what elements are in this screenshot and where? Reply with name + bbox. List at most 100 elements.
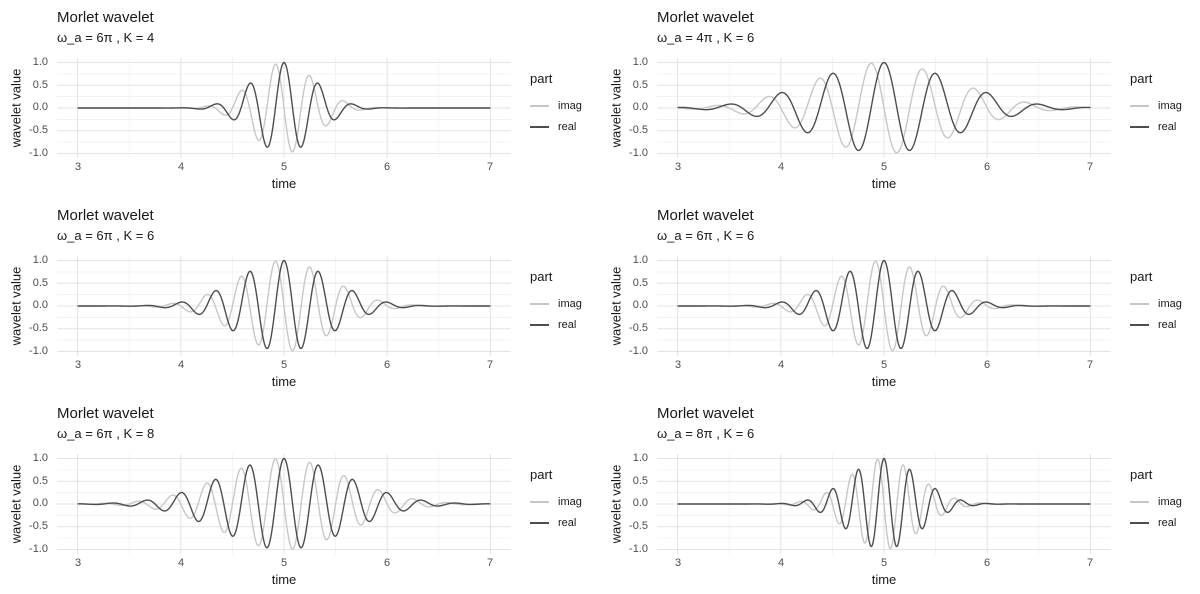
real-curve bbox=[77, 457, 491, 549]
legend-item-imag: imag bbox=[1130, 95, 1198, 116]
y-tick-label: 0.0 bbox=[32, 299, 48, 311]
y-tick-label: 1.0 bbox=[32, 56, 48, 68]
y-tick-label: 0.0 bbox=[632, 299, 648, 311]
legend-imag-line-swatch bbox=[1130, 104, 1149, 107]
real-curve bbox=[677, 61, 1091, 152]
legend: part imag real bbox=[530, 71, 598, 137]
y-tick-label: 0.5 bbox=[32, 475, 48, 487]
real-curve bbox=[677, 457, 1091, 548]
imag-curve bbox=[77, 458, 491, 550]
x-tick-label: 6 bbox=[383, 161, 391, 173]
y-tick-label: -1.0 bbox=[629, 147, 648, 159]
wavelet-panel bbox=[57, 256, 511, 356]
x-axis-title: time bbox=[271, 374, 297, 389]
x-tick-label: 5 bbox=[280, 161, 288, 173]
legend-imag-line-swatch bbox=[530, 500, 549, 503]
x-tick-label: 5 bbox=[280, 359, 288, 371]
y-tick-label: 0.5 bbox=[632, 475, 648, 487]
wavelet-panel bbox=[57, 58, 511, 158]
legend-real-line-swatch bbox=[1130, 125, 1149, 128]
x-tick-label: 5 bbox=[880, 161, 888, 173]
wavelet-plot-cell-3: Morlet wavelet ω_a = 6π , K = 6 wavelet … bbox=[600, 198, 1200, 396]
legend-title: part bbox=[530, 269, 553, 284]
legend-label-real: real bbox=[1158, 120, 1177, 133]
y-tick-label: -0.5 bbox=[29, 124, 48, 136]
legend-real-line-swatch bbox=[1130, 323, 1149, 326]
plot-title: Morlet wavelet bbox=[57, 207, 154, 224]
plot-subtitle: ω_a = 8π , K = 6 bbox=[657, 426, 755, 441]
legend-label-real: real bbox=[558, 120, 577, 133]
x-axis-title: time bbox=[871, 374, 897, 389]
y-tick-label: -1.0 bbox=[29, 345, 48, 357]
legend-item-real: real bbox=[1130, 116, 1198, 137]
legend: part imag real bbox=[1130, 71, 1198, 137]
real-curve bbox=[77, 61, 491, 148]
x-tick-label: 3 bbox=[74, 359, 82, 371]
x-tick-label: 3 bbox=[674, 161, 682, 173]
x-tick-label: 7 bbox=[1086, 359, 1094, 371]
imag-curve bbox=[677, 62, 1091, 154]
legend-item-real: real bbox=[1130, 314, 1198, 335]
x-tick-label: 4 bbox=[177, 359, 185, 371]
x-tick-label: 6 bbox=[983, 359, 991, 371]
x-tick-label: 7 bbox=[486, 161, 494, 173]
y-tick-label: -0.5 bbox=[629, 124, 648, 136]
x-tick-label: 5 bbox=[280, 557, 288, 569]
x-tick-label: 4 bbox=[777, 161, 785, 173]
x-tick-label: 6 bbox=[983, 161, 991, 173]
legend: part imag real bbox=[530, 269, 598, 335]
y-tick-label: 0.5 bbox=[632, 277, 648, 289]
x-tick-label: 3 bbox=[74, 557, 82, 569]
legend-real-line-swatch bbox=[530, 125, 549, 128]
plot-title: Morlet wavelet bbox=[57, 405, 154, 422]
legend-imag-line-swatch bbox=[1130, 302, 1149, 305]
wavelet-plot-cell-0: Morlet wavelet ω_a = 6π , K = 4 wavelet … bbox=[0, 0, 600, 198]
y-tick-label: 1.0 bbox=[32, 254, 48, 266]
y-tick-label: -1.0 bbox=[29, 543, 48, 555]
legend-item-real: real bbox=[530, 512, 598, 533]
x-tick-label: 4 bbox=[177, 161, 185, 173]
y-tick-label: 0.0 bbox=[632, 497, 648, 509]
plot-title: Morlet wavelet bbox=[657, 405, 754, 422]
y-tick-label: 0.5 bbox=[32, 277, 48, 289]
y-tick-label: -0.5 bbox=[629, 322, 648, 334]
wavelet-panel bbox=[657, 256, 1111, 356]
legend-label-imag: imag bbox=[558, 495, 582, 508]
wavelet-plot-cell-5: Morlet wavelet ω_a = 8π , K = 6 wavelet … bbox=[600, 396, 1200, 594]
x-tick-label: 5 bbox=[880, 359, 888, 371]
x-tick-label: 4 bbox=[777, 557, 785, 569]
legend-item-real: real bbox=[1130, 512, 1198, 533]
y-tick-label: -1.0 bbox=[629, 345, 648, 357]
wavelet-plot-cell-2: Morlet wavelet ω_a = 6π , K = 6 wavelet … bbox=[0, 198, 600, 396]
x-tick-label: 6 bbox=[983, 557, 991, 569]
legend-title: part bbox=[530, 467, 553, 482]
legend-item-imag: imag bbox=[530, 293, 598, 314]
legend-item-real: real bbox=[530, 116, 598, 137]
legend-item-imag: imag bbox=[1130, 293, 1198, 314]
legend-imag-line-swatch bbox=[530, 104, 549, 107]
wavelet-panel bbox=[657, 58, 1111, 158]
y-tick-label: -0.5 bbox=[29, 520, 48, 532]
x-tick-label: 7 bbox=[1086, 557, 1094, 569]
legend: part imag real bbox=[1130, 467, 1198, 533]
x-tick-label: 7 bbox=[486, 557, 494, 569]
y-tick-label: 0.0 bbox=[32, 101, 48, 113]
plot-title: Morlet wavelet bbox=[57, 9, 154, 26]
x-tick-label: 6 bbox=[383, 359, 391, 371]
real-curve bbox=[77, 259, 491, 350]
x-tick-label: 7 bbox=[1086, 161, 1094, 173]
legend-imag-line-swatch bbox=[1130, 500, 1149, 503]
wavelet-panel bbox=[57, 454, 511, 554]
legend-imag-line-swatch bbox=[530, 302, 549, 305]
legend-label-imag: imag bbox=[1158, 495, 1182, 508]
legend-title: part bbox=[1130, 71, 1153, 86]
plot-subtitle: ω_a = 6π , K = 8 bbox=[57, 426, 155, 441]
y-tick-label: -0.5 bbox=[29, 322, 48, 334]
wavelet-plot-cell-1: Morlet wavelet ω_a = 4π , K = 6 wavelet … bbox=[600, 0, 1200, 198]
legend-item-imag: imag bbox=[530, 95, 598, 116]
legend-real-line-swatch bbox=[530, 323, 549, 326]
plot-subtitle: ω_a = 6π , K = 6 bbox=[657, 228, 755, 243]
x-tick-label: 6 bbox=[383, 557, 391, 569]
y-tick-label: -0.5 bbox=[629, 520, 648, 532]
legend-label-real: real bbox=[1158, 318, 1177, 331]
